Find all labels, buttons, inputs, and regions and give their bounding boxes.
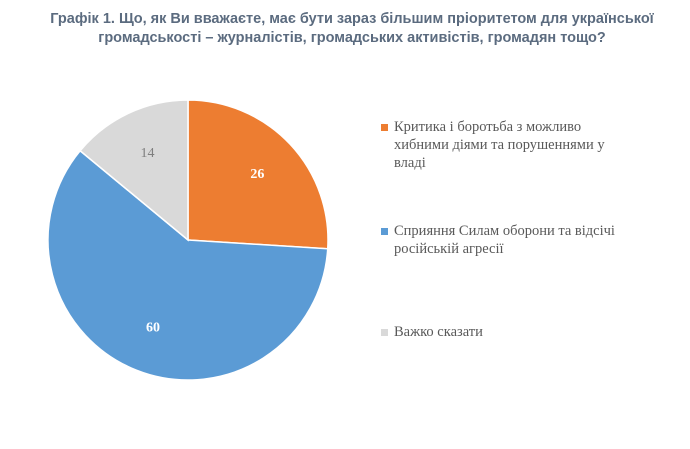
chart-title-line-2: громадськості – журналістів, громадських… [98,30,606,46]
legend-label-defense-support: Сприяння Силам оборони та відсічі російс… [394,223,615,257]
legend-swatch-defense-support [381,228,388,235]
chart-title-line-1: Графік 1. Що, як Ви вважаєте, має бути з… [50,11,654,27]
data-label-criticism: 26 [250,167,264,182]
legend-swatch-criticism [381,124,388,131]
legend-label-hard-to-say: Важко сказати [394,324,483,340]
pie-slice-criticism [187,99,329,250]
legend-label-criticism: Критика і боротьба з можливо хибними дія… [394,119,605,171]
pie-slice-hard-to-say [79,99,189,242]
data-label-defense-support: 60 [146,321,160,336]
legend-swatch-hard-to-say [381,329,388,336]
chart-title: Графік 1. Що, як Ви вважаєте, має бути з… [22,10,682,48]
pie-slice-defense-support [47,149,329,381]
data-label-hard-to-say: 14 [141,146,155,161]
